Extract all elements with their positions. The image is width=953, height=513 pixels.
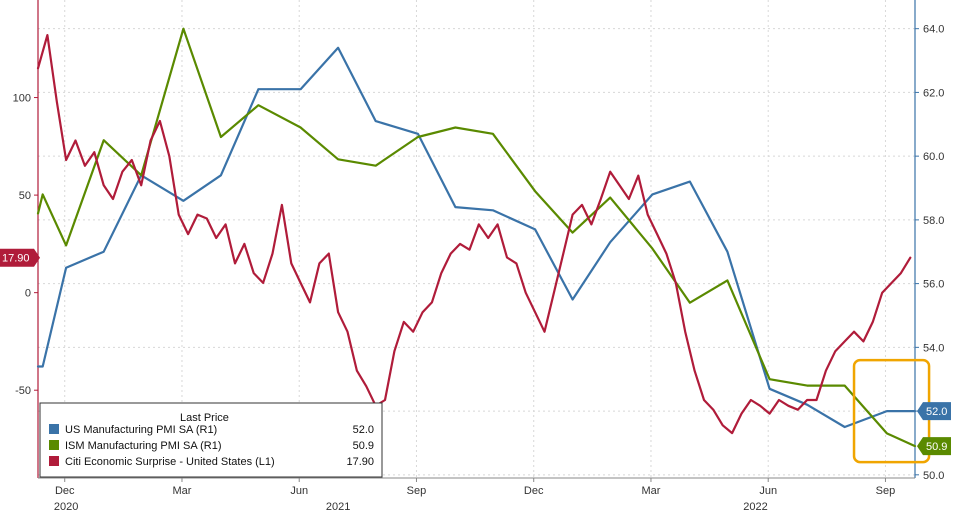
x-axis-month-label: Mar (173, 485, 192, 497)
last-value-tag-label: 50.9 (926, 441, 947, 453)
x-axis-year-label: 2022 (743, 501, 767, 513)
legend-swatch (49, 456, 59, 466)
left-axis-tick-label: -50 (15, 385, 31, 397)
series-line (36, 27, 917, 448)
last-value-tags: 17.90 52.0 50.9 (0, 248, 951, 456)
right-axis-tick-label: 64.0 (923, 24, 944, 36)
series-line (36, 33, 912, 435)
x-axis-month-label: Mar (641, 485, 660, 497)
legend-entry-value: 50.9 (353, 440, 374, 452)
series-lines (36, 27, 917, 448)
legend-box (39, 402, 383, 478)
legend-swatch (49, 424, 59, 434)
legend-entry-label: US Manufacturing PMI SA (R1) (65, 424, 217, 436)
x-axis-month-label: Dec (55, 485, 75, 497)
x-axis-year-label: 2020 (54, 501, 78, 513)
left-axis-tick-label: 50 (19, 190, 31, 202)
right-axis-tick-label: 58.0 (923, 215, 944, 227)
right-axis-tick-label: 54.0 (923, 342, 944, 354)
right-axis-tick-label: 60.0 (923, 151, 944, 163)
x-axis-year-label: 2021 (326, 501, 350, 513)
x-axis-month-label: Sep (876, 485, 896, 497)
left-axis-tick-label: 100 (13, 93, 31, 105)
right-axis-tick-label: 56.0 (923, 279, 944, 291)
last-value-tag (0, 248, 40, 267)
legend-entry-value: 52.0 (353, 424, 374, 436)
legend-swatch (49, 440, 59, 450)
x-axis-month-label: Jun (759, 485, 777, 497)
right-axis-tick-label: 50.0 (923, 470, 944, 482)
last-value-tag-label: 17.90 (2, 253, 30, 265)
legend-entry-label: Citi Economic Surprise - United States (… (65, 456, 275, 468)
last-value-tag (917, 437, 951, 456)
last-value-tag-label: 52.0 (926, 406, 947, 418)
x-axis-month-label: Jun (290, 485, 308, 497)
last-value-tag (917, 402, 951, 421)
right-axis-tick-label: 62.0 (923, 87, 944, 99)
legend-entry-label: ISM Manufacturing PMI SA (R1) (65, 440, 222, 452)
legend-title: Last Price (180, 412, 229, 424)
x-axis-month-label: Sep (407, 485, 427, 497)
x-axis-month-label: Dec (524, 485, 544, 497)
legend-entry-value: 17.90 (346, 456, 374, 468)
left-axis-tick-label: 0 (25, 288, 31, 300)
